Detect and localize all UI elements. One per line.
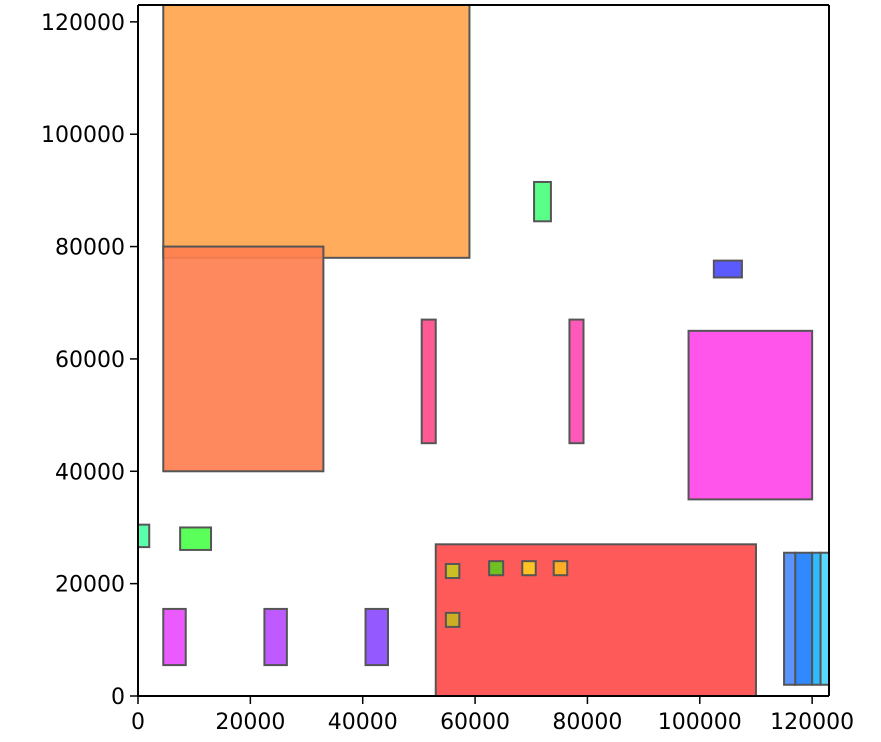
- rect-violet-bar-3: [364, 607, 389, 667]
- rect-blue-stack-1: [783, 551, 797, 686]
- rect-green-small-top: [533, 180, 552, 223]
- y-tick-label: 20000: [55, 573, 125, 598]
- rect-red-block: [434, 543, 757, 697]
- rect-magenta-block: [687, 329, 814, 501]
- rect-purple-bar-2: [263, 607, 288, 667]
- rect-coral-block: [162, 245, 325, 473]
- y-tick-label: 60000: [55, 348, 125, 373]
- rect-pink-bar-left: [420, 318, 437, 445]
- x-tick-label: 80000: [552, 710, 622, 735]
- rect-yellow-square-2: [552, 560, 569, 577]
- x-tick-label: 0: [131, 710, 145, 735]
- x-tick-label: 100000: [658, 710, 742, 735]
- rectangles-layer: [137, 4, 831, 697]
- x-tick-label: 20000: [215, 710, 285, 735]
- y-tick-label: 0: [111, 685, 125, 710]
- rect-blue-stack-3: [811, 551, 822, 686]
- rect-cyan-left-edge: [137, 523, 151, 549]
- rect-blue-stack-2: [794, 551, 814, 686]
- y-tick-label: 120000: [41, 11, 125, 36]
- rect-yellow-square-1: [521, 560, 537, 577]
- x-tick-label: 120000: [770, 710, 854, 735]
- rect-lime-small: [179, 526, 213, 551]
- axes-layer: 0 20000 40000 60000 80000 100000 120000 0 20000 4…: [41, 4, 854, 735]
- y-tick-label: 40000: [55, 460, 125, 485]
- y-tick-label: 80000: [55, 236, 125, 261]
- rect-pink-bar-right: [568, 318, 585, 445]
- rect-big-orange: [162, 4, 471, 259]
- rect-olive-square-2: [444, 611, 461, 628]
- x-tick-label: 40000: [328, 710, 398, 735]
- y-tick-label: 100000: [41, 123, 125, 148]
- rect-blue-small: [712, 259, 743, 279]
- x-tick-label: 60000: [440, 710, 510, 735]
- rect-magenta-bar-1: [162, 607, 187, 667]
- rect-olive-square-1: [444, 562, 461, 580]
- rect-green-square: [488, 560, 505, 577]
- rect-blue-stack-4: [819, 551, 831, 686]
